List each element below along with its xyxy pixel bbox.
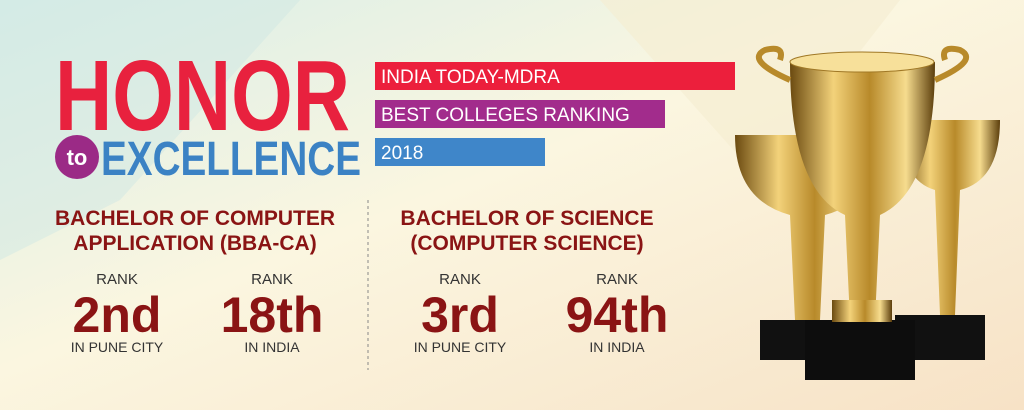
program-name: BACHELOR OF COMPUTER — [55, 207, 335, 230]
rank-scope: IN PUNE CITY — [414, 339, 507, 355]
rank-scope: IN PUNE CITY — [71, 339, 164, 355]
ribbon-text: BEST COLLEGES RANKING — [381, 105, 630, 126]
rank-label: RANK — [439, 271, 481, 288]
ribbon — [375, 138, 545, 166]
facet — [600, 0, 900, 180]
rank-label: RANK — [251, 271, 293, 288]
title: HONOR — [55, 40, 350, 152]
ribbon — [375, 62, 735, 90]
program-name: BACHELOR OF SCIENCE — [400, 207, 653, 230]
ribbon — [375, 100, 665, 128]
rank-scope: IN INDIA — [589, 339, 645, 355]
rank-value: 18th — [221, 287, 324, 343]
ribbon-text: INDIA TODAY-MDRA — [381, 67, 560, 88]
subtitle: EXCELLENCE — [101, 133, 361, 186]
connector: to — [67, 145, 88, 170]
program-name: APPLICATION (BBA-CA) — [73, 232, 316, 255]
rank-value: 94th — [566, 287, 669, 343]
rank-value: 2nd — [73, 287, 162, 343]
rank-value: 3rd — [421, 287, 499, 343]
trophies — [735, 45, 1000, 380]
ribbon-text: 2018 — [381, 143, 423, 164]
rank-label: RANK — [96, 271, 138, 288]
facet — [0, 0, 300, 260]
connector-badge — [55, 135, 99, 179]
program-name: (COMPUTER SCIENCE) — [410, 232, 643, 255]
rank-scope: IN INDIA — [244, 339, 300, 355]
rank-label: RANK — [596, 271, 638, 288]
